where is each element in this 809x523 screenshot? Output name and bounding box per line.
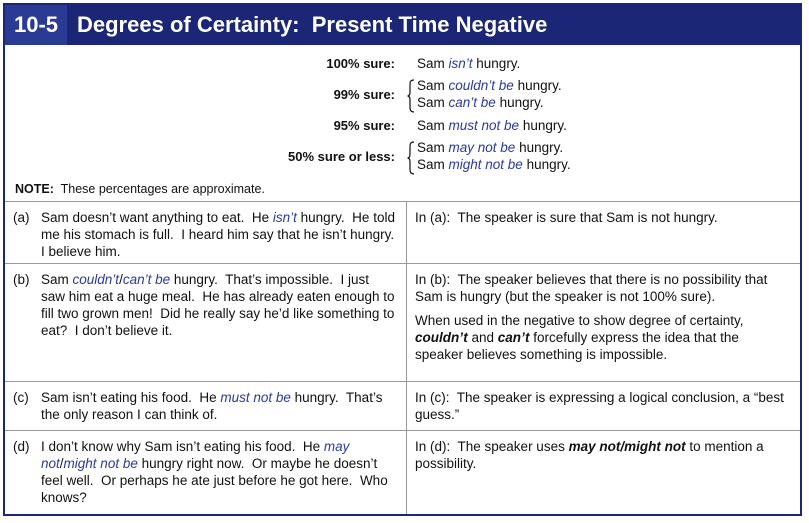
text-run: NOTE: xyxy=(15,182,54,196)
text-run: forcefully express the idea that the spe… xyxy=(415,330,743,362)
example-label: (d) xyxy=(13,439,30,454)
text-run: In (c): The speaker is expressing a logi… xyxy=(415,390,788,422)
example: (b) Sam couldn’t/can’t be hungry. That’s … xyxy=(13,271,396,339)
text-run: Sam xyxy=(417,157,449,172)
emphasis: may not/might not xyxy=(568,439,686,454)
text-run: to mention a possibility. xyxy=(415,439,768,471)
example: (d) I don’t know why Sam isn’t eating his… xyxy=(13,438,396,506)
emphasis: These percentages are approximate. xyxy=(53,182,265,196)
explanation-cell: In (d): The speaker uses may not/might n… xyxy=(406,430,800,514)
example-row: (b) Sam couldn’t/can’t be hungry. That’s … xyxy=(5,263,800,382)
text-run: Sam xyxy=(417,140,449,155)
emphasis: may not xyxy=(41,439,354,471)
explanation: In (d): The speaker uses may not/might n… xyxy=(415,438,790,472)
brace-path xyxy=(407,79,415,113)
text-run: / xyxy=(59,456,64,471)
example-cell: (d) I don’t know why Sam isn’t eating his… xyxy=(5,430,407,514)
text-run: Sam xyxy=(417,95,449,110)
text-run: In (d): The speaker uses xyxy=(415,439,569,454)
certainty-example: Sam couldn’t be hungry. xyxy=(417,78,562,93)
certainty-label: 100% sure: xyxy=(326,56,395,71)
emphasis: must not be xyxy=(448,118,520,133)
explanation: In (a): The speaker is sure that Sam is … xyxy=(415,209,790,226)
text-run: hungry. That’s impossible. I just saw hi… xyxy=(41,272,399,338)
example-text: I don’t know why Sam isn’t eating his fo… xyxy=(41,438,396,506)
certainty-example: Sam can’t be hungry. xyxy=(417,95,544,110)
explanation: In (c): The speaker is expressing a logi… xyxy=(415,389,790,423)
text-run: hungry. xyxy=(495,95,544,110)
certainty-example: Sam isn’t hungry. xyxy=(417,56,520,71)
emphasis: couldn’t be xyxy=(448,78,514,93)
certainty-example: Sam must not be hungry. xyxy=(417,118,567,133)
example-text: Sam isn’t eating his food. He must not b… xyxy=(41,389,396,423)
example-label: (b) xyxy=(13,272,30,287)
example-text: Sam doesn’t want anything to eat. He isn… xyxy=(41,209,396,260)
brace xyxy=(407,141,415,175)
example-cell: (a) Sam doesn’t want anything to eat. He … xyxy=(5,201,407,264)
text-run: Sam xyxy=(417,56,449,71)
explanation: In (b): The speaker believes that there … xyxy=(415,271,790,305)
emphasis: can’t be xyxy=(122,272,171,287)
example: (c) Sam isn’t eating his food. He must no… xyxy=(13,389,396,423)
text-run: Sam xyxy=(417,118,449,133)
emphasis: isn’t xyxy=(448,56,473,71)
emphasis: can’t be xyxy=(448,95,496,110)
example-label: (a) xyxy=(13,210,30,225)
example: (a) Sam doesn’t want anything to eat. He … xyxy=(13,209,396,260)
section-title: Degrees of Certainty: Present Time Negat… xyxy=(77,12,548,37)
text-run: When used in the negative to show degree… xyxy=(415,313,748,328)
brace xyxy=(407,79,415,113)
text-run: Sam xyxy=(41,272,73,287)
text-run: / xyxy=(119,272,123,287)
text-run: In (b): The speaker believes that there … xyxy=(415,272,772,304)
example-label: (c) xyxy=(13,390,29,405)
example-cell: (c) Sam isn’t eating his food. He must no… xyxy=(5,381,407,431)
text-run: Sam xyxy=(417,78,449,93)
text-run: hungry. xyxy=(519,118,567,133)
certainty-example: Sam may not be hungry. xyxy=(417,140,563,155)
emphasis: might not be xyxy=(448,157,523,172)
summary: NOTE: These percentages are approximate.… xyxy=(5,45,800,202)
note: NOTE: These percentages are approximate. xyxy=(15,182,265,196)
explanation: When used in the negative to show degree… xyxy=(415,312,790,363)
text-run: In (a): The speaker is sure that Sam is … xyxy=(415,210,718,225)
emphasis: isn’t xyxy=(272,210,297,225)
text-run: hungry. xyxy=(472,56,521,71)
text-run: I don’t know why Sam isn’t eating his fo… xyxy=(41,439,324,454)
explanation-cell: In (a): The speaker is sure that Sam is … xyxy=(406,201,800,264)
certainty-label: 99% sure: xyxy=(333,86,395,102)
text-run: hungry right now. Or maybe he doesn’t fe… xyxy=(41,456,392,505)
certainty-label: 95% sure: xyxy=(333,118,395,133)
brace-path xyxy=(407,141,415,175)
example-row: (a) Sam doesn’t want anything to eat. He … xyxy=(5,201,800,264)
header: 10-5 Degrees of Certainty: Present Time … xyxy=(5,5,800,45)
example-cell: (b) Sam couldn’t/can’t be hungry. That’s … xyxy=(5,263,407,382)
example-row: (d) I don’t know why Sam isn’t eating his… xyxy=(5,430,800,514)
text-run: hungry. He told me his stomach is full. … xyxy=(41,210,402,259)
emphasis: may not be xyxy=(448,140,516,155)
emphasis: might not be xyxy=(63,456,138,471)
text-run: hungry. That’s the only reason I can thi… xyxy=(41,390,387,422)
emphasis: must not be xyxy=(220,390,291,405)
emphasis: couldn’t xyxy=(72,272,120,287)
certainty-example: Sam might not be hungry. xyxy=(417,157,571,172)
section-number: 10-5 xyxy=(5,5,67,45)
text-run: hungry. xyxy=(513,78,562,93)
emphasis: can’t xyxy=(497,330,530,345)
text-run: Sam doesn’t want anything to eat. He xyxy=(41,210,273,225)
explanation-cell: In (c): The speaker is expressing a logi… xyxy=(406,381,800,431)
example-row: (c) Sam isn’t eating his food. He must no… xyxy=(5,381,800,431)
text-run: hungry. xyxy=(515,140,564,155)
examples-table: (a) Sam doesn’t want anything to eat. He … xyxy=(5,201,800,514)
text-run: Sam isn’t eating his food. He xyxy=(41,390,221,405)
text-run: hungry. xyxy=(522,157,571,172)
example-text: Sam couldn’t/can’t be hungry. That’s imp… xyxy=(41,271,396,339)
chart-box: 10-5 Degrees of Certainty: Present Time … xyxy=(3,3,802,516)
emphasis: couldn’t xyxy=(415,330,468,345)
explanation-cell: In (b): The speaker believes that there … xyxy=(406,263,800,382)
certainty-label: 50% sure or less: xyxy=(288,148,395,164)
text-run: and xyxy=(467,330,498,345)
